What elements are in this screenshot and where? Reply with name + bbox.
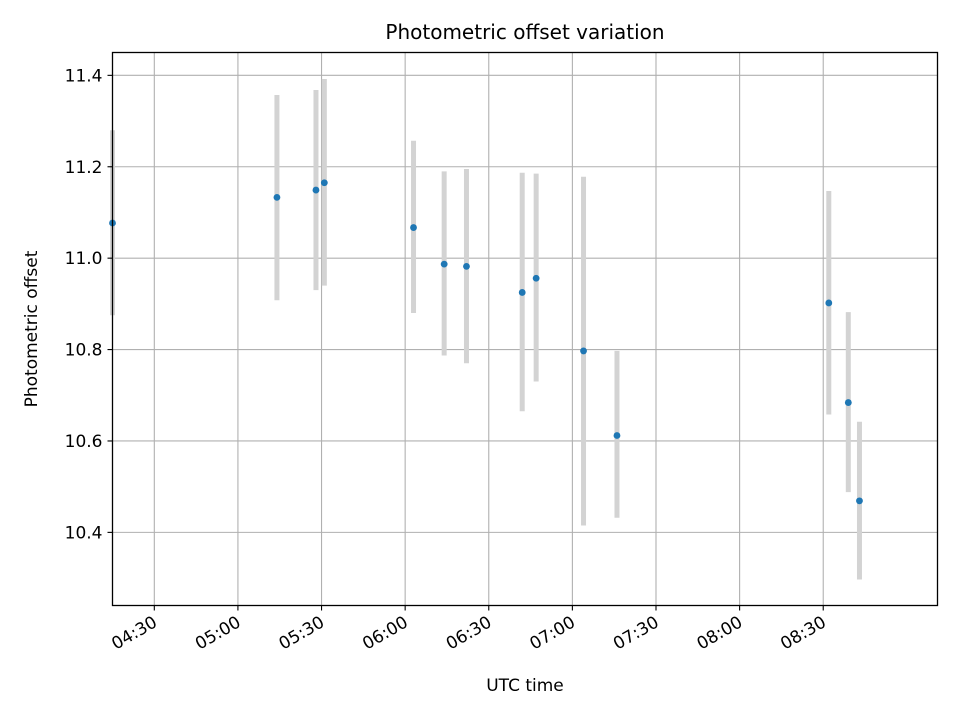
data-point — [844, 399, 852, 406]
data-point — [312, 186, 320, 194]
y-axis-label: Photometric offset — [22, 250, 42, 407]
data-point — [463, 262, 470, 270]
data-point — [320, 179, 328, 187]
data-points — [109, 179, 863, 505]
data-point — [518, 289, 526, 296]
y-tick-label: 10.4 — [65, 523, 103, 543]
y-tick-label: 11.0 — [65, 249, 103, 269]
plot-area-frame — [111, 51, 939, 607]
data-point — [410, 224, 417, 231]
grid — [112, 52, 938, 606]
y-tick-label: 10.6 — [65, 432, 103, 452]
y-tick-label: 11.4 — [65, 66, 103, 86]
data-point — [532, 274, 540, 282]
y-axis-ticks: 10.4 10.6 10.8 11.0 11.2 11.4 — [65, 66, 113, 543]
y-tick-label: 11.2 — [65, 158, 103, 178]
data-point — [825, 299, 833, 307]
data-point — [273, 193, 281, 201]
y-tick-label: 10.8 — [65, 341, 103, 361]
data-point — [856, 497, 863, 505]
data-point — [440, 260, 448, 268]
data-point — [613, 432, 621, 439]
chart-title: Photometric offset variation — [385, 20, 664, 44]
x-axis-label: UTC time — [486, 676, 564, 696]
data-point — [580, 347, 587, 355]
